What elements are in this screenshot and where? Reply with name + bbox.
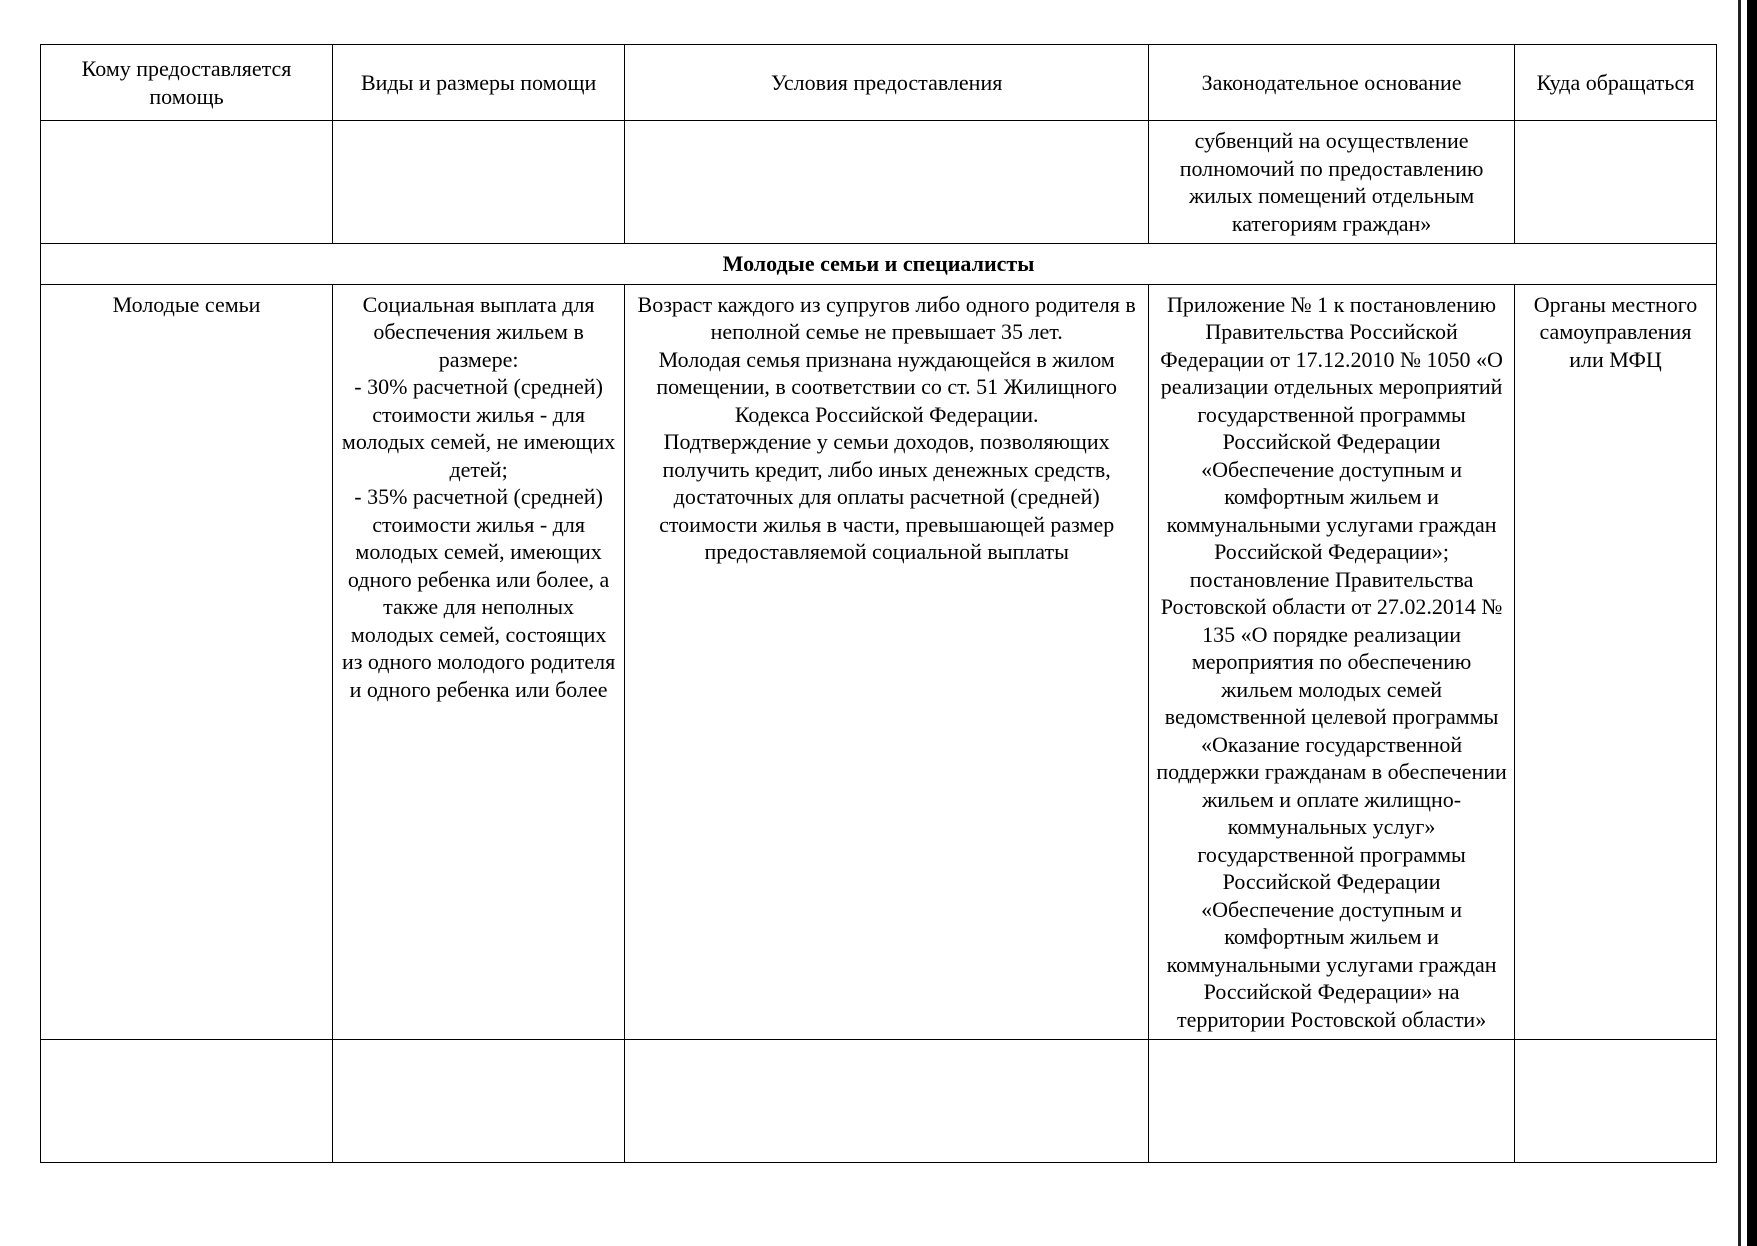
col-header-legal: Законодательное основание [1149, 45, 1515, 121]
scan-edge-bar [1747, 0, 1757, 1246]
cell-conditions [625, 121, 1149, 244]
cell-where [1514, 121, 1716, 244]
cell-recipient: Молодые семьи [41, 284, 333, 1040]
scan-edge-line [1738, 0, 1741, 1246]
col-header-conditions: Условия предоставления [625, 45, 1149, 121]
section-title: Молодые семьи и специалисты [41, 244, 1717, 285]
cell-empty [1514, 1040, 1716, 1163]
col-header-types: Виды и размеры помощи [333, 45, 625, 121]
cell-types: Социальная выплата для обеспечения жилье… [333, 284, 625, 1040]
table-row: субвенций на осуществление полномочий по… [41, 121, 1717, 244]
cell-where: Органы местного самоуправления или МФЦ [1514, 284, 1716, 1040]
cell-conditions: Возраст каждого из супругов либо одного … [625, 284, 1149, 1040]
cell-types [333, 121, 625, 244]
document-page: Кому предоставляется помощь Виды и разме… [0, 0, 1757, 1246]
cell-legal: Приложение № 1 к постановлению Правитель… [1149, 284, 1515, 1040]
table-header: Кому предоставляется помощь Виды и разме… [41, 45, 1717, 121]
cell-empty [41, 1040, 333, 1163]
cell-empty [625, 1040, 1149, 1163]
table-row: Молодые семьи Социальная выплата для обе… [41, 284, 1717, 1040]
cell-recipient [41, 121, 333, 244]
table-row-empty [41, 1040, 1717, 1163]
benefits-table: Кому предоставляется помощь Виды и разме… [40, 44, 1717, 1163]
cell-empty [1149, 1040, 1515, 1163]
cell-legal: субвенций на осуществление полномочий по… [1149, 121, 1515, 244]
col-header-recipient: Кому предоставляется помощь [41, 45, 333, 121]
cell-empty [333, 1040, 625, 1163]
col-header-where: Куда обращаться [1514, 45, 1716, 121]
section-header-row: Молодые семьи и специалисты [41, 244, 1717, 285]
